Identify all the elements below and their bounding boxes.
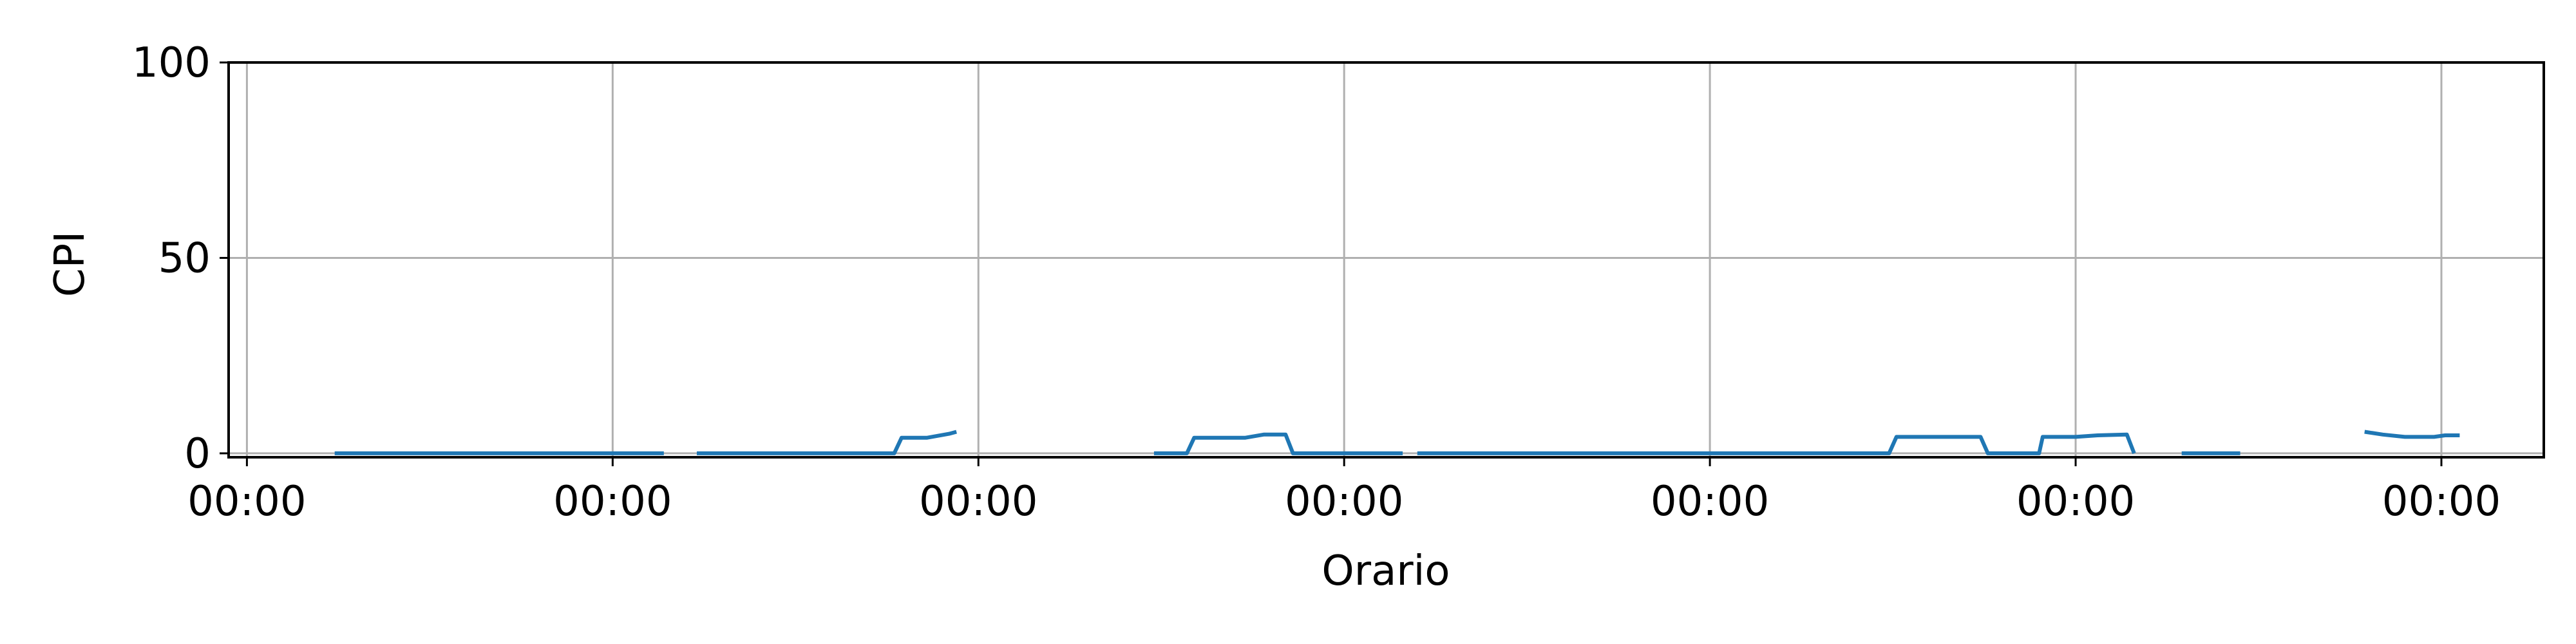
x-tick-label: 00:00 bbox=[553, 478, 672, 526]
grid-lines bbox=[229, 61, 2544, 457]
cpi-line-segment bbox=[697, 430, 957, 455]
x-tick-label: 00:00 bbox=[1285, 478, 1403, 526]
x-tick-label: 00:00 bbox=[187, 478, 306, 526]
y-tick-label: 100 bbox=[132, 39, 211, 87]
cpi-line-segment bbox=[1153, 432, 1403, 455]
x-tick-label: 00:00 bbox=[1651, 478, 1769, 526]
x-tick-label: 00:00 bbox=[919, 478, 1037, 526]
plot-area-frame bbox=[227, 61, 2545, 459]
cpi-line-segment bbox=[1417, 432, 2136, 455]
series-cpi bbox=[334, 430, 2460, 455]
axis-ticks: 00:00 00:00 00:00 00:00 00:00 00:00 00:0005010… bbox=[132, 39, 2501, 526]
cpi-line-segment bbox=[2364, 430, 2460, 439]
x-axis-label: Orario bbox=[1321, 547, 1450, 595]
y-tick-label: 0 bbox=[184, 430, 211, 478]
x-tick-label: 00:00 bbox=[2016, 478, 2135, 526]
y-tick-label: 50 bbox=[158, 234, 211, 282]
y-axis-label: CPI bbox=[46, 231, 94, 297]
x-tick-label: 00:00 bbox=[2382, 478, 2501, 526]
